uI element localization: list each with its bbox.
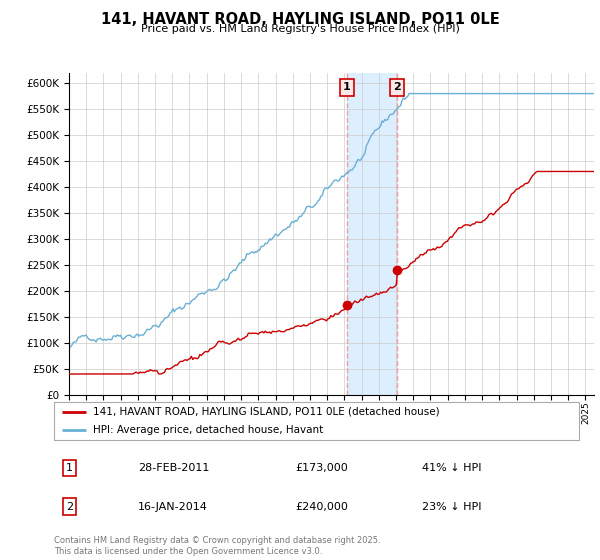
Text: Contains HM Land Registry data © Crown copyright and database right 2025.
This d: Contains HM Land Registry data © Crown c…	[54, 536, 380, 556]
Text: 2: 2	[66, 502, 73, 512]
Text: 1: 1	[66, 463, 73, 473]
Text: 23% ↓ HPI: 23% ↓ HPI	[421, 502, 481, 512]
Text: 1: 1	[343, 82, 351, 92]
Text: 16-JAN-2014: 16-JAN-2014	[138, 502, 208, 512]
Text: £240,000: £240,000	[296, 502, 349, 512]
Text: 2: 2	[393, 82, 401, 92]
Text: 41% ↓ HPI: 41% ↓ HPI	[421, 463, 481, 473]
Bar	[347, 73, 397, 395]
Text: 141, HAVANT ROAD, HAYLING ISLAND, PO11 0LE (detached house): 141, HAVANT ROAD, HAYLING ISLAND, PO11 0…	[94, 407, 440, 417]
Text: 28-FEB-2011: 28-FEB-2011	[138, 463, 209, 473]
Text: £173,000: £173,000	[296, 463, 348, 473]
Text: Price paid vs. HM Land Registry's House Price Index (HPI): Price paid vs. HM Land Registry's House …	[140, 24, 460, 34]
Text: HPI: Average price, detached house, Havant: HPI: Average price, detached house, Hava…	[94, 425, 323, 435]
Text: 141, HAVANT ROAD, HAYLING ISLAND, PO11 0LE: 141, HAVANT ROAD, HAYLING ISLAND, PO11 0…	[101, 12, 499, 27]
